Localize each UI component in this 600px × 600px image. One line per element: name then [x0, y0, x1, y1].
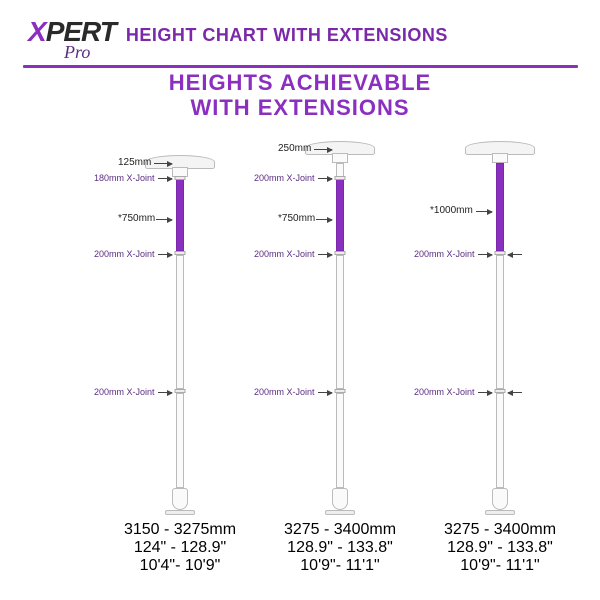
pole-3-foot — [485, 510, 515, 515]
subtitle: HEIGHTS ACHIEVABLE WITH EXTENSIONS — [0, 70, 600, 121]
pole-2-neck — [336, 163, 344, 177]
pole-2-main-lower — [336, 393, 344, 488]
spec-mm: 3275 - 3400mm — [275, 521, 405, 539]
brand-x: X — [28, 16, 46, 47]
pole-2-top-ext-label: 250mm — [278, 143, 311, 154]
arrow-icon — [318, 254, 332, 255]
pole-2-joint-top — [335, 176, 346, 180]
pole-3-ext-top — [496, 163, 504, 251]
arrow-icon — [478, 254, 492, 255]
pole-1-mid-joint-label: 200mm X-Joint — [94, 249, 155, 259]
pole-2-collar — [332, 153, 348, 163]
pole-2-ext-top — [336, 177, 344, 251]
brand-logo: XPERT Pro — [28, 16, 116, 63]
spec-in: 128.9" - 133.8" — [275, 539, 405, 557]
pole-1-foot — [165, 510, 195, 515]
pole-2-base — [332, 488, 348, 510]
spec-mm: 3275 - 3400mm — [435, 521, 565, 539]
header-rule — [23, 65, 578, 68]
pole-1-specs: 3150 - 3275mm 124" - 128.9" 10'4"- 10'9" — [115, 521, 245, 575]
pole-2-main-ext-label: *750mm — [278, 213, 315, 224]
pole-3-low-joint-label: 200mm X-Joint — [414, 387, 475, 397]
pole-1-main-upper — [176, 255, 184, 389]
arrow-icon — [508, 254, 522, 255]
spec-ft: 10'9"- 11'1" — [275, 557, 405, 575]
arrow-icon — [508, 392, 522, 393]
pole-1-top-joint-label: 180mm X-Joint — [94, 173, 155, 183]
arrow-icon — [158, 254, 172, 255]
arrow-icon — [314, 149, 332, 150]
subtitle-line1: HEIGHTS ACHIEVABLE — [0, 70, 600, 95]
pole-3-specs: 3275 - 3400mm 128.9" - 133.8" 10'9"- 11'… — [435, 521, 565, 575]
arrow-icon — [154, 163, 172, 164]
pole-1-main-ext-label: *750mm — [118, 213, 155, 224]
pole-1-main-lower — [176, 393, 184, 488]
arrow-icon — [318, 392, 332, 393]
pole-2-foot — [325, 510, 355, 515]
pole-2-low-joint-label: 200mm X-Joint — [254, 387, 315, 397]
pole-3-main-lower — [496, 393, 504, 488]
pole-3-main-upper — [496, 255, 504, 389]
arrow-icon — [158, 392, 172, 393]
spec-in: 128.9" - 133.8" — [435, 539, 565, 557]
pole-1-ext-top — [176, 177, 184, 251]
pole-1: 125mm 180mm X-Joint *750mm 200mm X-Joint… — [100, 127, 260, 557]
pole-2-main-upper — [336, 255, 344, 389]
arrow-icon — [318, 178, 332, 179]
pole-3-mid-joint-label: 200mm X-Joint — [414, 249, 475, 259]
header-title: HEIGHT CHART WITH EXTENSIONS — [126, 25, 448, 46]
pole-3-base — [492, 488, 508, 510]
pole-chart: 125mm 180mm X-Joint *750mm 200mm X-Joint… — [0, 127, 600, 557]
arrow-icon — [316, 219, 332, 220]
pole-1-base — [172, 488, 188, 510]
spec-ft: 10'4"- 10'9" — [115, 557, 245, 575]
pole-3: *1000mm 200mm X-Joint 200mm X-Joint — [420, 127, 580, 557]
pole-2: 250mm 200mm X-Joint *750mm 200mm X-Joint… — [260, 127, 420, 557]
pole-1-low-joint-label: 200mm X-Joint — [94, 387, 155, 397]
pole-3-collar — [492, 153, 508, 163]
pole-2-top-joint-label: 200mm X-Joint — [254, 173, 315, 183]
pole-3-main-ext-label: *1000mm — [430, 205, 473, 216]
spec-in: 124" - 128.9" — [115, 539, 245, 557]
arrow-icon — [476, 211, 492, 212]
pole-2-specs: 3275 - 3400mm 128.9" - 133.8" 10'9"- 11'… — [275, 521, 405, 575]
logo-row: XPERT Pro HEIGHT CHART WITH EXTENSIONS — [28, 16, 572, 63]
pole-2-mid-joint-label: 200mm X-Joint — [254, 249, 315, 259]
spec-mm: 3150 - 3275mm — [115, 521, 245, 539]
arrow-icon — [478, 392, 492, 393]
subtitle-line2: WITH EXTENSIONS — [0, 95, 600, 120]
header: XPERT Pro HEIGHT CHART WITH EXTENSIONS — [0, 0, 600, 63]
pole-1-top-ext-label: 125mm — [118, 157, 151, 168]
spec-ft: 10'9"- 11'1" — [435, 557, 565, 575]
arrow-icon — [156, 219, 172, 220]
pole-1-joint-top — [175, 176, 186, 180]
arrow-icon — [158, 178, 172, 179]
